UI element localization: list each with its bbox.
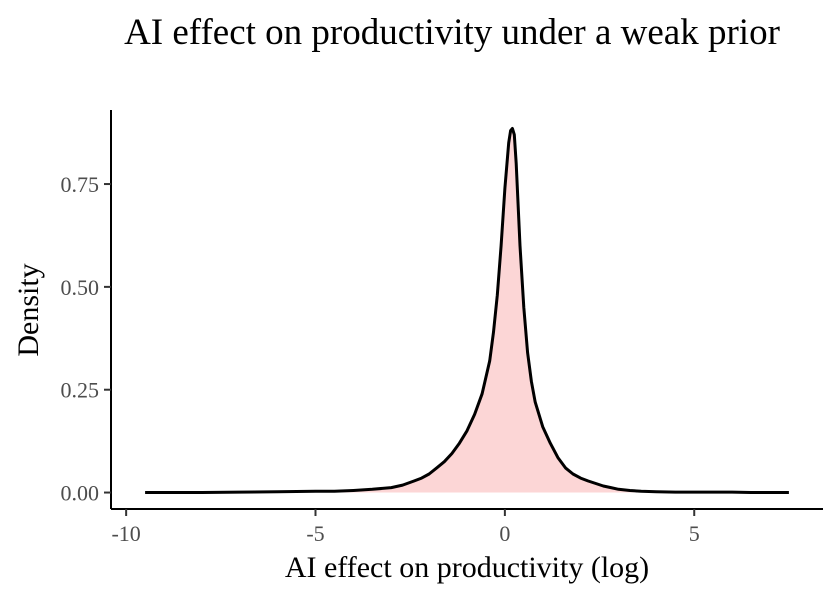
chart-title: AI effect on productivity under a weak p…	[124, 12, 780, 53]
y-tick-label: 0.25	[61, 378, 100, 403]
density-area	[145, 128, 789, 493]
y-axis-ticks: 0.00 0.25 0.50 0.75	[61, 172, 111, 506]
density-line	[145, 127, 789, 494]
y-tick-label: 0.75	[61, 172, 100, 197]
x-axis-title: AI effect on productivity (log)	[285, 551, 649, 584]
y-tick-label: 0.00	[61, 481, 100, 506]
x-tick-label: -5	[306, 521, 324, 546]
x-tick-label: 0	[499, 521, 510, 546]
plot-area	[145, 127, 789, 494]
x-axis-ticks: -10 -5 0 5	[111, 509, 700, 546]
y-axis-title: Density	[12, 263, 45, 356]
x-tick-label: -10	[111, 521, 140, 546]
y-tick-label: 0.50	[61, 275, 100, 300]
x-tick-label: 5	[689, 521, 700, 546]
